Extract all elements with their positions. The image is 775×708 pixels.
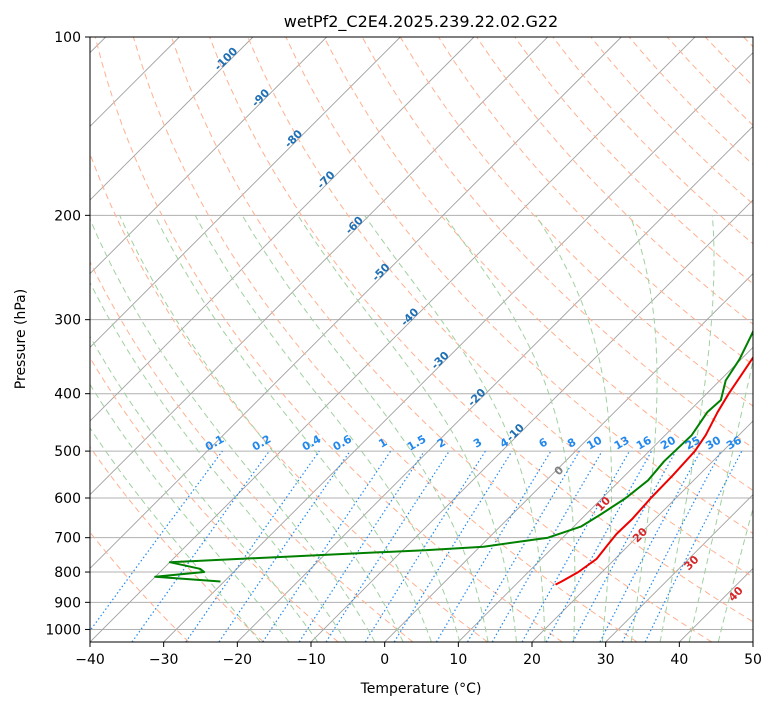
x-tick-label: −20 xyxy=(223,652,253,668)
background-lines xyxy=(90,37,753,642)
y-tick-label: 700 xyxy=(54,531,81,547)
y-tick-label: 900 xyxy=(54,595,81,611)
plot-frame xyxy=(89,36,754,643)
mixing-ratio-line xyxy=(262,450,392,642)
y-tick-label: 800 xyxy=(54,565,81,581)
y-tick-label: 400 xyxy=(54,387,81,403)
moist-adiabat-line xyxy=(90,217,376,642)
dry-adiabat-line xyxy=(90,446,264,642)
mixing-ratio-line xyxy=(90,450,223,632)
dry-adiabat-line xyxy=(90,356,339,642)
y-tick-label: 200 xyxy=(54,208,81,224)
mixing-ratio-line xyxy=(298,450,425,642)
x-tick-label: −10 xyxy=(296,652,326,668)
y-tick-label: 1000 xyxy=(45,622,81,638)
mixing-ratio-line xyxy=(218,450,351,642)
isotherm-line xyxy=(531,420,753,642)
isotherm-line xyxy=(90,37,548,496)
dry-adiabat-line xyxy=(247,37,753,578)
x-axis-ticks: −40 −30 −20 −10 0 10 20 30 40 50 xyxy=(75,642,762,668)
mixing-ratio-line xyxy=(521,450,631,642)
moist-adiabat-line xyxy=(90,281,347,642)
x-tick-label: 50 xyxy=(744,652,762,668)
isotherm-line xyxy=(90,37,696,642)
dry-adiabat-line xyxy=(476,37,753,325)
moist-adiabat-line xyxy=(119,215,404,642)
y-axis-ticks: 100 200 300 400 500 600 700 800 900 1000 xyxy=(45,30,90,638)
isotherm-line xyxy=(90,37,401,348)
moist-adiabat-line xyxy=(154,215,432,642)
chart-title: wetPf2_C2E4.2025.239.22.02.G22 xyxy=(284,12,558,32)
x-tick-label: 10 xyxy=(449,652,467,668)
y-tick-label: 600 xyxy=(54,491,81,507)
moist-adiabat-line xyxy=(443,215,576,642)
moist-adiabat-line xyxy=(90,427,261,642)
dry-adiabat-line xyxy=(209,37,753,623)
dry-adiabat-line xyxy=(514,37,753,285)
moist-adiabat-line xyxy=(659,215,715,642)
y-tick-label: 100 xyxy=(54,30,81,46)
moist-adiabat-line xyxy=(90,335,319,642)
isotherm-line xyxy=(90,37,475,422)
mixing-ratio-line xyxy=(572,450,677,642)
dry-adiabat-line xyxy=(285,37,753,535)
x-tick-label: −40 xyxy=(75,652,105,668)
isotherm-line xyxy=(90,37,254,201)
isotherm-line xyxy=(90,37,622,569)
isotherm-line xyxy=(90,37,327,275)
x-axis-label: Temperature (°C) xyxy=(360,681,482,697)
x-tick-label: 30 xyxy=(597,652,615,668)
mixing-ratio-line xyxy=(325,450,450,642)
dry-adiabat-line xyxy=(171,37,712,642)
dry-adiabat-line xyxy=(90,260,414,642)
dry-adiabat-line xyxy=(94,37,563,642)
moist-adiabat-line xyxy=(194,215,461,642)
moist-adiabat-line xyxy=(241,215,489,642)
isotherm-line xyxy=(605,494,753,642)
mixing-ratio-line xyxy=(131,450,270,642)
mixing-ratio-line xyxy=(644,450,743,642)
x-tick-label: −30 xyxy=(149,652,179,668)
moist-adiabat-line xyxy=(364,215,546,642)
mixing-ratio-line xyxy=(185,450,320,642)
data-series xyxy=(154,329,753,586)
y-tick-label: 500 xyxy=(54,444,81,460)
isotherm-line xyxy=(384,273,753,642)
dry-adiabat-line xyxy=(323,37,753,491)
x-tick-label: 20 xyxy=(523,652,541,668)
dewpoint-profile xyxy=(154,329,753,583)
moist-adiabat-line xyxy=(629,215,658,642)
isotherm-line xyxy=(458,346,753,642)
isotherm-line xyxy=(237,125,753,642)
mixing-ratio-line xyxy=(393,450,513,642)
x-tick-label: 0 xyxy=(380,652,389,668)
x-tick-label: 40 xyxy=(670,652,688,668)
temperature-profile xyxy=(555,355,753,586)
y-axis-label: Pressure (hPa) xyxy=(13,289,29,389)
isotherm-line xyxy=(163,52,753,642)
y-tick-label: 300 xyxy=(54,313,81,329)
